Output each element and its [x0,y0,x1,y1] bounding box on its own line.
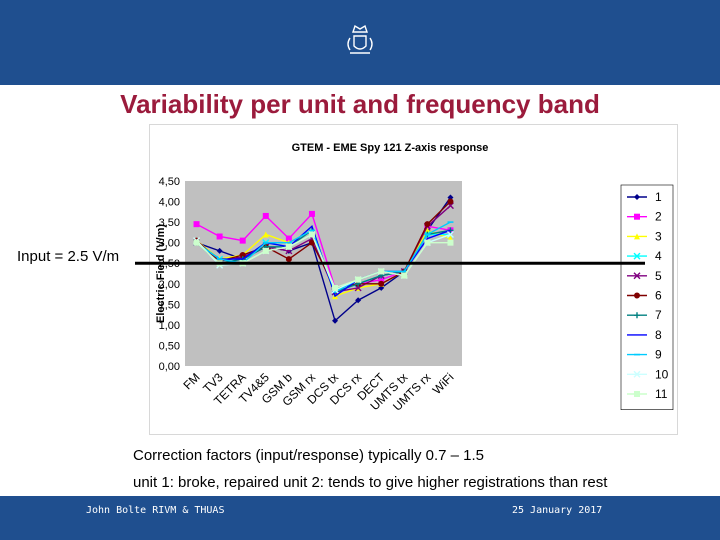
data-point [285,235,292,242]
data-point [239,237,246,244]
x-tick-label: FM [181,370,203,392]
y-tick-label: 3,50 [159,217,180,229]
legend-label-2: 2 [655,210,662,224]
data-point [633,370,641,378]
data-point [634,312,640,319]
legend-box [620,184,674,410]
data-point [308,239,315,246]
data-point [447,239,454,246]
data-point [262,212,269,219]
chart-panel: GTEM - EME Spy 121 Z-axis response 0,00 0,… [149,124,678,435]
data-point [308,210,315,217]
data-point [285,243,292,250]
legend-label-7: 7 [655,308,662,322]
legend-label-3: 3 [655,229,662,243]
data-point [634,391,640,397]
y-tick-label: 1,50 [159,299,180,311]
data-point [216,260,223,267]
y-tick-label: 0,00 [159,361,180,373]
crest-icon [328,0,392,78]
data-point [285,256,292,263]
legend-label-5: 5 [655,269,662,283]
data-point [193,239,200,246]
data-point [424,239,431,246]
slide-title: Variability per unit and frequency band [120,89,600,119]
data-point [633,252,641,260]
data-point [424,227,431,234]
legend-label-8: 8 [655,328,662,342]
data-point [355,276,362,283]
data-point [446,230,454,238]
legend-label-11: 11 [655,387,668,401]
data-point [378,268,385,275]
data-point [447,198,454,205]
data-point [262,231,269,238]
data-point [634,194,640,200]
input-label: Input = 2.5 V/m [17,248,120,265]
legend-label-1: 1 [655,190,662,204]
line-chart: GTEM - EME Spy 121 Z-axis response 0,00 0,… [155,142,674,414]
data-point [193,221,200,228]
data-point [332,284,339,291]
data-point [262,247,269,254]
legend-label-4: 4 [655,249,662,263]
data-point [239,260,246,267]
plot-area [185,181,462,366]
note-units: unit 1: broke, repaired unit 2: tends to… [133,474,608,491]
note-correction-factors: Correction factors (input/response) typi… [133,447,484,464]
data-point [634,213,640,220]
legend-label-10: 10 [655,367,669,381]
y-axis-label: Electric Field (V/m) [155,224,167,323]
data-point [633,272,641,280]
data-point [216,233,223,240]
data-point [424,221,431,228]
data-point [447,194,454,201]
y-tick-label: 1,00 [159,320,180,332]
data-point [378,276,385,283]
legend-label-6: 6 [655,289,662,303]
footer-bar [0,496,720,540]
data-point [355,297,362,304]
data-point [216,247,223,254]
footer-author: John Bolte RIVM & THUAS [86,505,225,516]
x-tick-label: WiFi [430,370,457,397]
legend-label-9: 9 [655,348,662,362]
data-point [332,317,339,324]
data-point [239,252,246,258]
y-tick-label: 4,50 [159,176,180,188]
y-tick-label: 3,00 [159,238,180,250]
data-point [634,292,640,299]
y-tick-label: 2,00 [159,279,180,291]
data-point [378,280,385,287]
data-point [634,233,640,240]
y-tick-label: 4,00 [159,197,180,209]
y-tick-label: 0,50 [159,340,180,352]
data-point [401,272,408,279]
chart-title: GTEM - EME Spy 121 Z-axis response [292,142,489,154]
footer-date: 25 January 2017 [512,505,603,516]
data-point [308,231,315,238]
